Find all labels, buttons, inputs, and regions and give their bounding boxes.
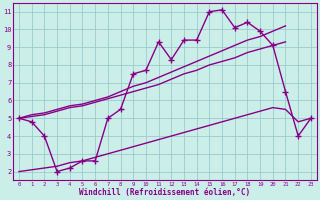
X-axis label: Windchill (Refroidissement éolien,°C): Windchill (Refroidissement éolien,°C) xyxy=(79,188,251,197)
